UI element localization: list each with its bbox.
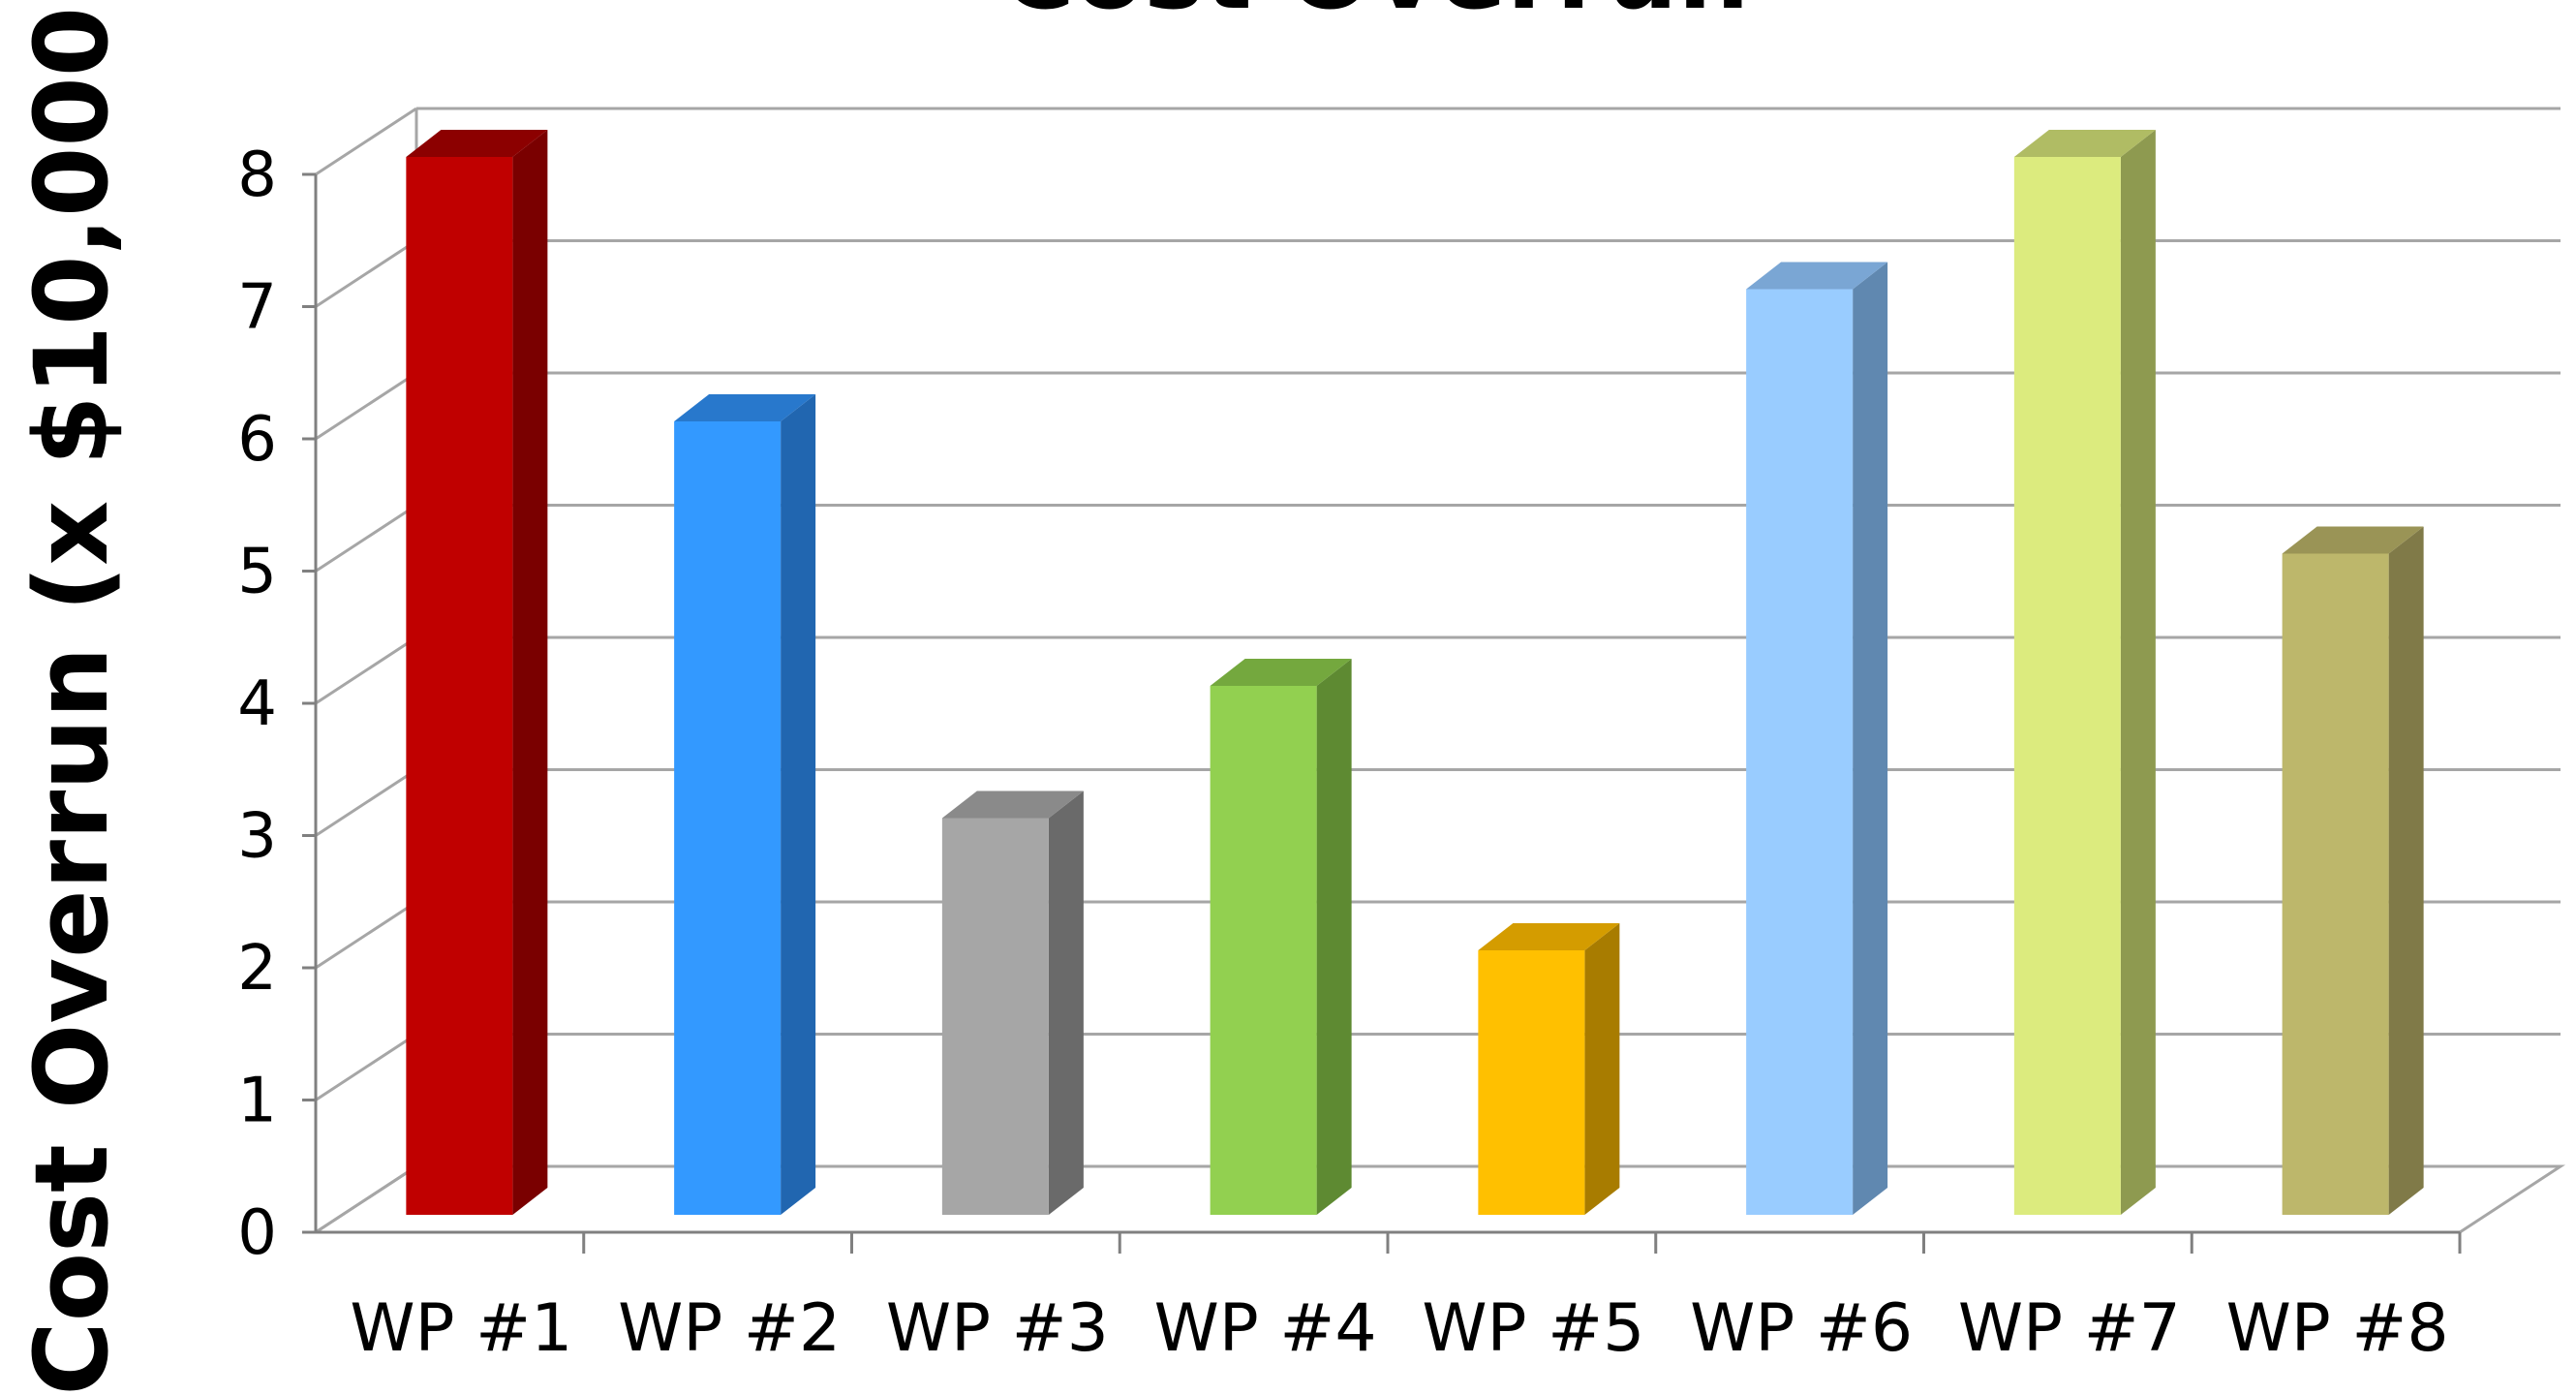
side-wall-gridline <box>315 900 417 970</box>
side-wall-gridline <box>315 768 417 837</box>
x-tick-label: WP #8 <box>2226 1290 2449 1367</box>
bar-front <box>674 421 782 1215</box>
bar-side <box>512 130 548 1215</box>
bar-3 <box>941 790 1084 1215</box>
bar-4 <box>1210 659 1352 1215</box>
chart-title: Cost Overrun <box>1001 0 1750 32</box>
side-wall-gridline <box>315 239 417 308</box>
bar-front <box>1210 686 1317 1215</box>
y-tick-label: 4 <box>237 668 277 740</box>
y-tick-label: 6 <box>237 404 277 476</box>
x-tick-label: WP #1 <box>350 1290 572 1367</box>
bar-side <box>2388 526 2424 1215</box>
bar-side <box>781 394 816 1215</box>
side-wall-gridline <box>315 371 417 441</box>
x-tick-label: WP #5 <box>1422 1290 1644 1367</box>
bar-8 <box>2282 526 2424 1215</box>
bar-top <box>1478 923 1620 950</box>
side-wall-gridline <box>315 107 417 176</box>
bar-7 <box>2013 130 2156 1215</box>
bar-front <box>2013 157 2121 1215</box>
side-wall-gridline <box>315 636 417 705</box>
bar-5 <box>1478 923 1620 1215</box>
bar-top <box>941 790 1084 819</box>
x-tick-labels: WP #1 WP #2 WP #3 WP #4 WP #5 WP #6 WP #7 WP #8 <box>350 1290 2448 1367</box>
y-tick-label: 5 <box>237 537 277 608</box>
bar-side <box>2120 130 2156 1215</box>
bar-top <box>406 130 548 157</box>
gridlines <box>310 107 2566 1234</box>
x-tick-label: WP #6 <box>1690 1290 1913 1367</box>
side-wall-gridline <box>315 1164 417 1234</box>
bar-side <box>1048 790 1084 1215</box>
bar-front <box>1478 950 1585 1215</box>
y-axis-label: Cost Overrun (x $10,000) <box>13 0 131 1395</box>
y-tick-label: 8 <box>237 140 277 211</box>
y-tick-label: 2 <box>237 933 277 1005</box>
x-tick-label: WP #3 <box>886 1290 1109 1367</box>
bar-top <box>674 394 816 421</box>
bar-front <box>406 157 513 1215</box>
x-tick-label: WP #2 <box>618 1290 841 1367</box>
bar-top <box>1746 262 1888 290</box>
bar-side <box>1584 923 1620 1215</box>
bar-front <box>941 818 1049 1215</box>
bar-1 <box>406 130 548 1215</box>
bar-side <box>1316 659 1352 1215</box>
axes <box>302 172 2462 1254</box>
bar-2 <box>674 394 816 1215</box>
bar-top <box>2013 130 2156 157</box>
side-wall-gridline <box>315 504 417 573</box>
y-tick-label: 0 <box>237 1197 277 1269</box>
y-tick-label: 1 <box>237 1066 277 1137</box>
bar-front <box>2282 553 2389 1215</box>
bar-top <box>2282 526 2424 554</box>
bar-side <box>1853 262 1888 1215</box>
bars <box>406 130 2424 1215</box>
y-tick-label: 7 <box>237 272 277 344</box>
x-tick-label: WP #7 <box>1958 1290 2181 1367</box>
bar-6 <box>1746 262 1888 1215</box>
side-wall-gridline <box>315 1033 417 1101</box>
y-tick-labels: 0 1 2 3 4 5 6 7 8 <box>237 140 277 1269</box>
bar-top <box>1210 659 1352 686</box>
bar-front <box>1746 289 1854 1215</box>
x-tick-label: WP #4 <box>1154 1290 1377 1367</box>
y-tick-label: 3 <box>237 801 277 873</box>
floor-plane <box>310 1164 2566 1234</box>
